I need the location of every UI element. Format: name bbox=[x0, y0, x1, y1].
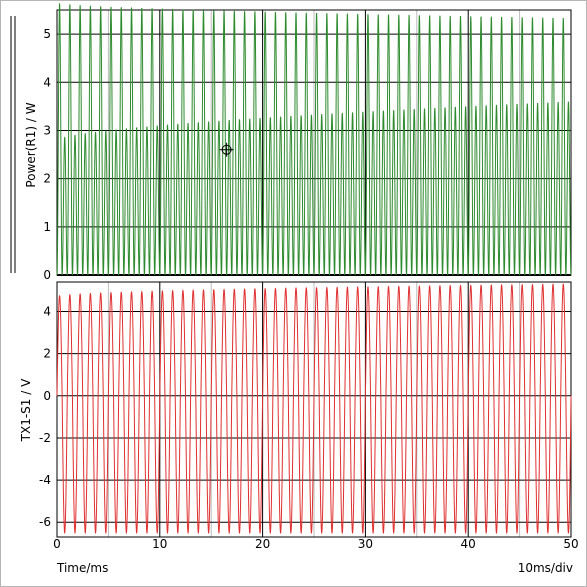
voltage-y-tick-label: 4 bbox=[43, 305, 51, 319]
voltage-y-axis-label: TX1-S1 / V bbox=[19, 378, 33, 442]
voltage-y-tick-label: 0 bbox=[43, 389, 51, 403]
voltage-y-tick-label: -2 bbox=[39, 431, 51, 445]
voltage-panel: 4 2 0 -2 -4 -6 TX1-S1 / V bbox=[19, 281, 572, 538]
power-y-tick-label: 0 bbox=[43, 268, 51, 282]
x-tick-label: 30 bbox=[358, 537, 373, 551]
x-tick-label: 40 bbox=[461, 537, 476, 551]
voltage-y-ticks: 4 2 0 -2 -4 -6 bbox=[39, 305, 51, 530]
voltage-y-tick-label: -4 bbox=[39, 473, 51, 487]
x-tick-label: 50 bbox=[563, 537, 578, 551]
power-series-line bbox=[56, 3, 572, 276]
power-y-axis-label: Power(R1) / W bbox=[24, 102, 38, 187]
voltage-series-line bbox=[56, 283, 572, 534]
crosshair-cursor[interactable] bbox=[219, 142, 234, 157]
power-y-tick-label: 5 bbox=[43, 27, 51, 41]
x-scale-note: 10ms/div bbox=[518, 561, 573, 575]
x-tick-label: 10 bbox=[152, 537, 167, 551]
x-tick-label: 0 bbox=[53, 537, 61, 551]
voltage-y-tick-label: 2 bbox=[43, 347, 51, 361]
x-axis-ticks: 0 10 20 30 40 50 bbox=[53, 537, 578, 551]
power-y-tick-label: 3 bbox=[43, 123, 51, 137]
x-tick-label: 20 bbox=[255, 537, 270, 551]
power-y-tick-label: 2 bbox=[43, 172, 51, 186]
power-y-tick-label: 4 bbox=[43, 75, 51, 89]
power-y-tick-label: 1 bbox=[43, 220, 51, 234]
x-axis-label: Time/ms bbox=[56, 561, 108, 575]
power-grid bbox=[56, 9, 572, 276]
voltage-y-tick-label: -6 bbox=[39, 515, 51, 529]
power-y-ticks: 0 1 2 3 4 5 bbox=[43, 27, 51, 282]
power-panel: 0 1 2 3 4 5 Power(R1) / W bbox=[24, 3, 572, 282]
